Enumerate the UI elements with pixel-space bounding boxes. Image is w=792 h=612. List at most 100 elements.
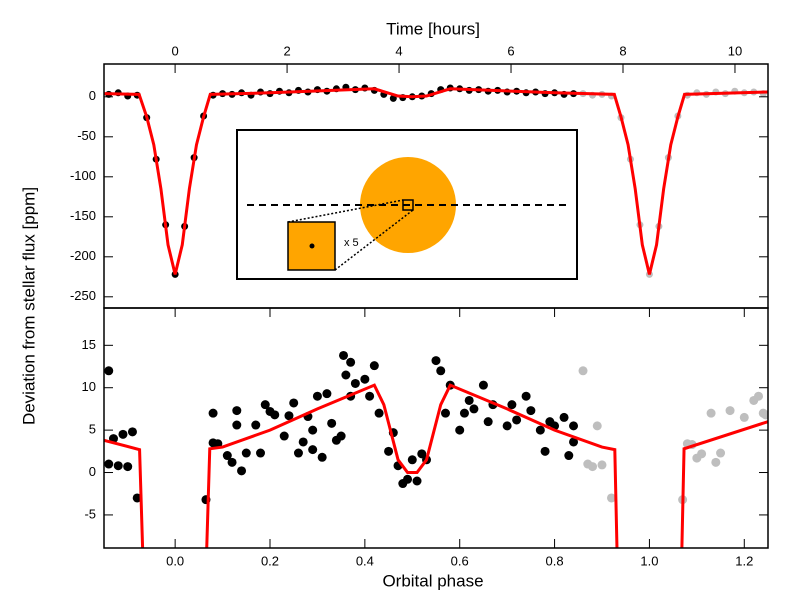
y-tick-label: -5 <box>84 506 96 521</box>
data-point <box>540 446 550 456</box>
data-point <box>293 448 303 458</box>
data-point <box>436 366 446 376</box>
data-point <box>312 391 322 401</box>
data-point <box>232 420 242 430</box>
bottom-plot-area <box>104 350 768 548</box>
data-point <box>237 466 247 476</box>
data-point <box>308 445 318 455</box>
data-point <box>403 474 413 484</box>
data-point <box>469 404 479 414</box>
data-point <box>350 378 360 388</box>
data-point <box>526 406 536 416</box>
data-point <box>251 420 261 430</box>
model-line <box>104 383 768 548</box>
x-tick-label: 0.8 <box>546 553 564 568</box>
top-plot-area <box>104 83 768 278</box>
data-point <box>260 400 270 410</box>
x-tick-label: 0.4 <box>356 553 374 568</box>
data-point <box>507 400 517 410</box>
panel-frame <box>103 307 769 549</box>
top-tick-label: 4 <box>395 43 402 58</box>
data-point <box>716 448 726 458</box>
zoom-line <box>334 209 414 271</box>
data-point <box>407 455 417 465</box>
data-point <box>241 448 251 458</box>
data-point <box>104 459 114 469</box>
data-point <box>559 412 569 422</box>
data-point <box>578 366 588 376</box>
y-tick-label: -50 <box>77 128 96 143</box>
data-point <box>227 457 237 467</box>
data-point <box>289 398 299 408</box>
data-point <box>284 411 294 421</box>
data-point <box>132 493 142 503</box>
data-point <box>697 449 707 459</box>
data-point <box>483 417 493 427</box>
model-line <box>104 87 768 275</box>
data-point <box>104 366 114 376</box>
data-point <box>208 408 218 418</box>
data-point <box>327 418 337 428</box>
data-point <box>113 461 123 471</box>
data-point <box>761 410 768 420</box>
data-point <box>127 427 137 437</box>
data-point <box>118 429 128 439</box>
top-tick-label: 10 <box>728 43 742 58</box>
data-point <box>569 421 579 431</box>
data-point <box>412 476 422 486</box>
data-point <box>739 412 749 422</box>
data-point <box>459 408 469 418</box>
data-point <box>564 451 574 461</box>
data-point <box>256 448 266 458</box>
top-tick-label: 6 <box>507 43 514 58</box>
data-point <box>298 437 308 447</box>
data-point <box>706 408 716 418</box>
data-point <box>597 460 607 470</box>
data-point <box>339 350 349 360</box>
y-tick-label: 0 <box>89 464 96 479</box>
data-point <box>478 380 488 390</box>
data-point <box>123 462 133 472</box>
x-tick-label: 1.0 <box>640 553 658 568</box>
y-tick-label: 15 <box>82 337 96 352</box>
data-point <box>222 451 232 461</box>
data-point <box>232 406 242 416</box>
data-point <box>569 437 579 447</box>
y-tick-label: 5 <box>89 422 96 437</box>
planet-box <box>402 199 414 211</box>
inset-diagram: x 5 <box>236 129 578 280</box>
data-point <box>455 425 465 435</box>
data-point <box>535 425 545 435</box>
data-point <box>464 395 474 405</box>
data-point <box>754 391 764 401</box>
top-axis-title: Time [hours] <box>386 19 480 38</box>
x-axis-title: Orbital phase <box>382 571 483 590</box>
data-point <box>317 452 327 462</box>
data-point <box>711 457 721 467</box>
data-point <box>360 374 370 384</box>
data-point <box>374 408 384 418</box>
data-point <box>725 406 735 416</box>
data-point <box>279 431 289 441</box>
top-tick-label: 2 <box>283 43 290 58</box>
data-point <box>431 356 441 366</box>
data-point <box>521 391 531 401</box>
top-tick-label: 0 <box>171 43 178 58</box>
data-point <box>365 391 375 401</box>
y-tick-label: 0 <box>89 88 96 103</box>
x-tick-label: 0.0 <box>166 553 184 568</box>
x-tick-label: 1.2 <box>735 553 753 568</box>
data-point <box>270 410 280 420</box>
x-tick-label: 0.2 <box>261 553 279 568</box>
y-tick-label: -250 <box>70 288 96 303</box>
data-point <box>336 431 346 441</box>
data-point <box>346 357 356 367</box>
x-tick-label: 0.6 <box>451 553 469 568</box>
zoom-line <box>287 199 404 223</box>
data-point <box>322 389 332 399</box>
y-tick-label: -100 <box>70 168 96 183</box>
y-tick-label: -150 <box>70 208 96 223</box>
planet <box>309 243 315 249</box>
data-point <box>502 421 512 431</box>
